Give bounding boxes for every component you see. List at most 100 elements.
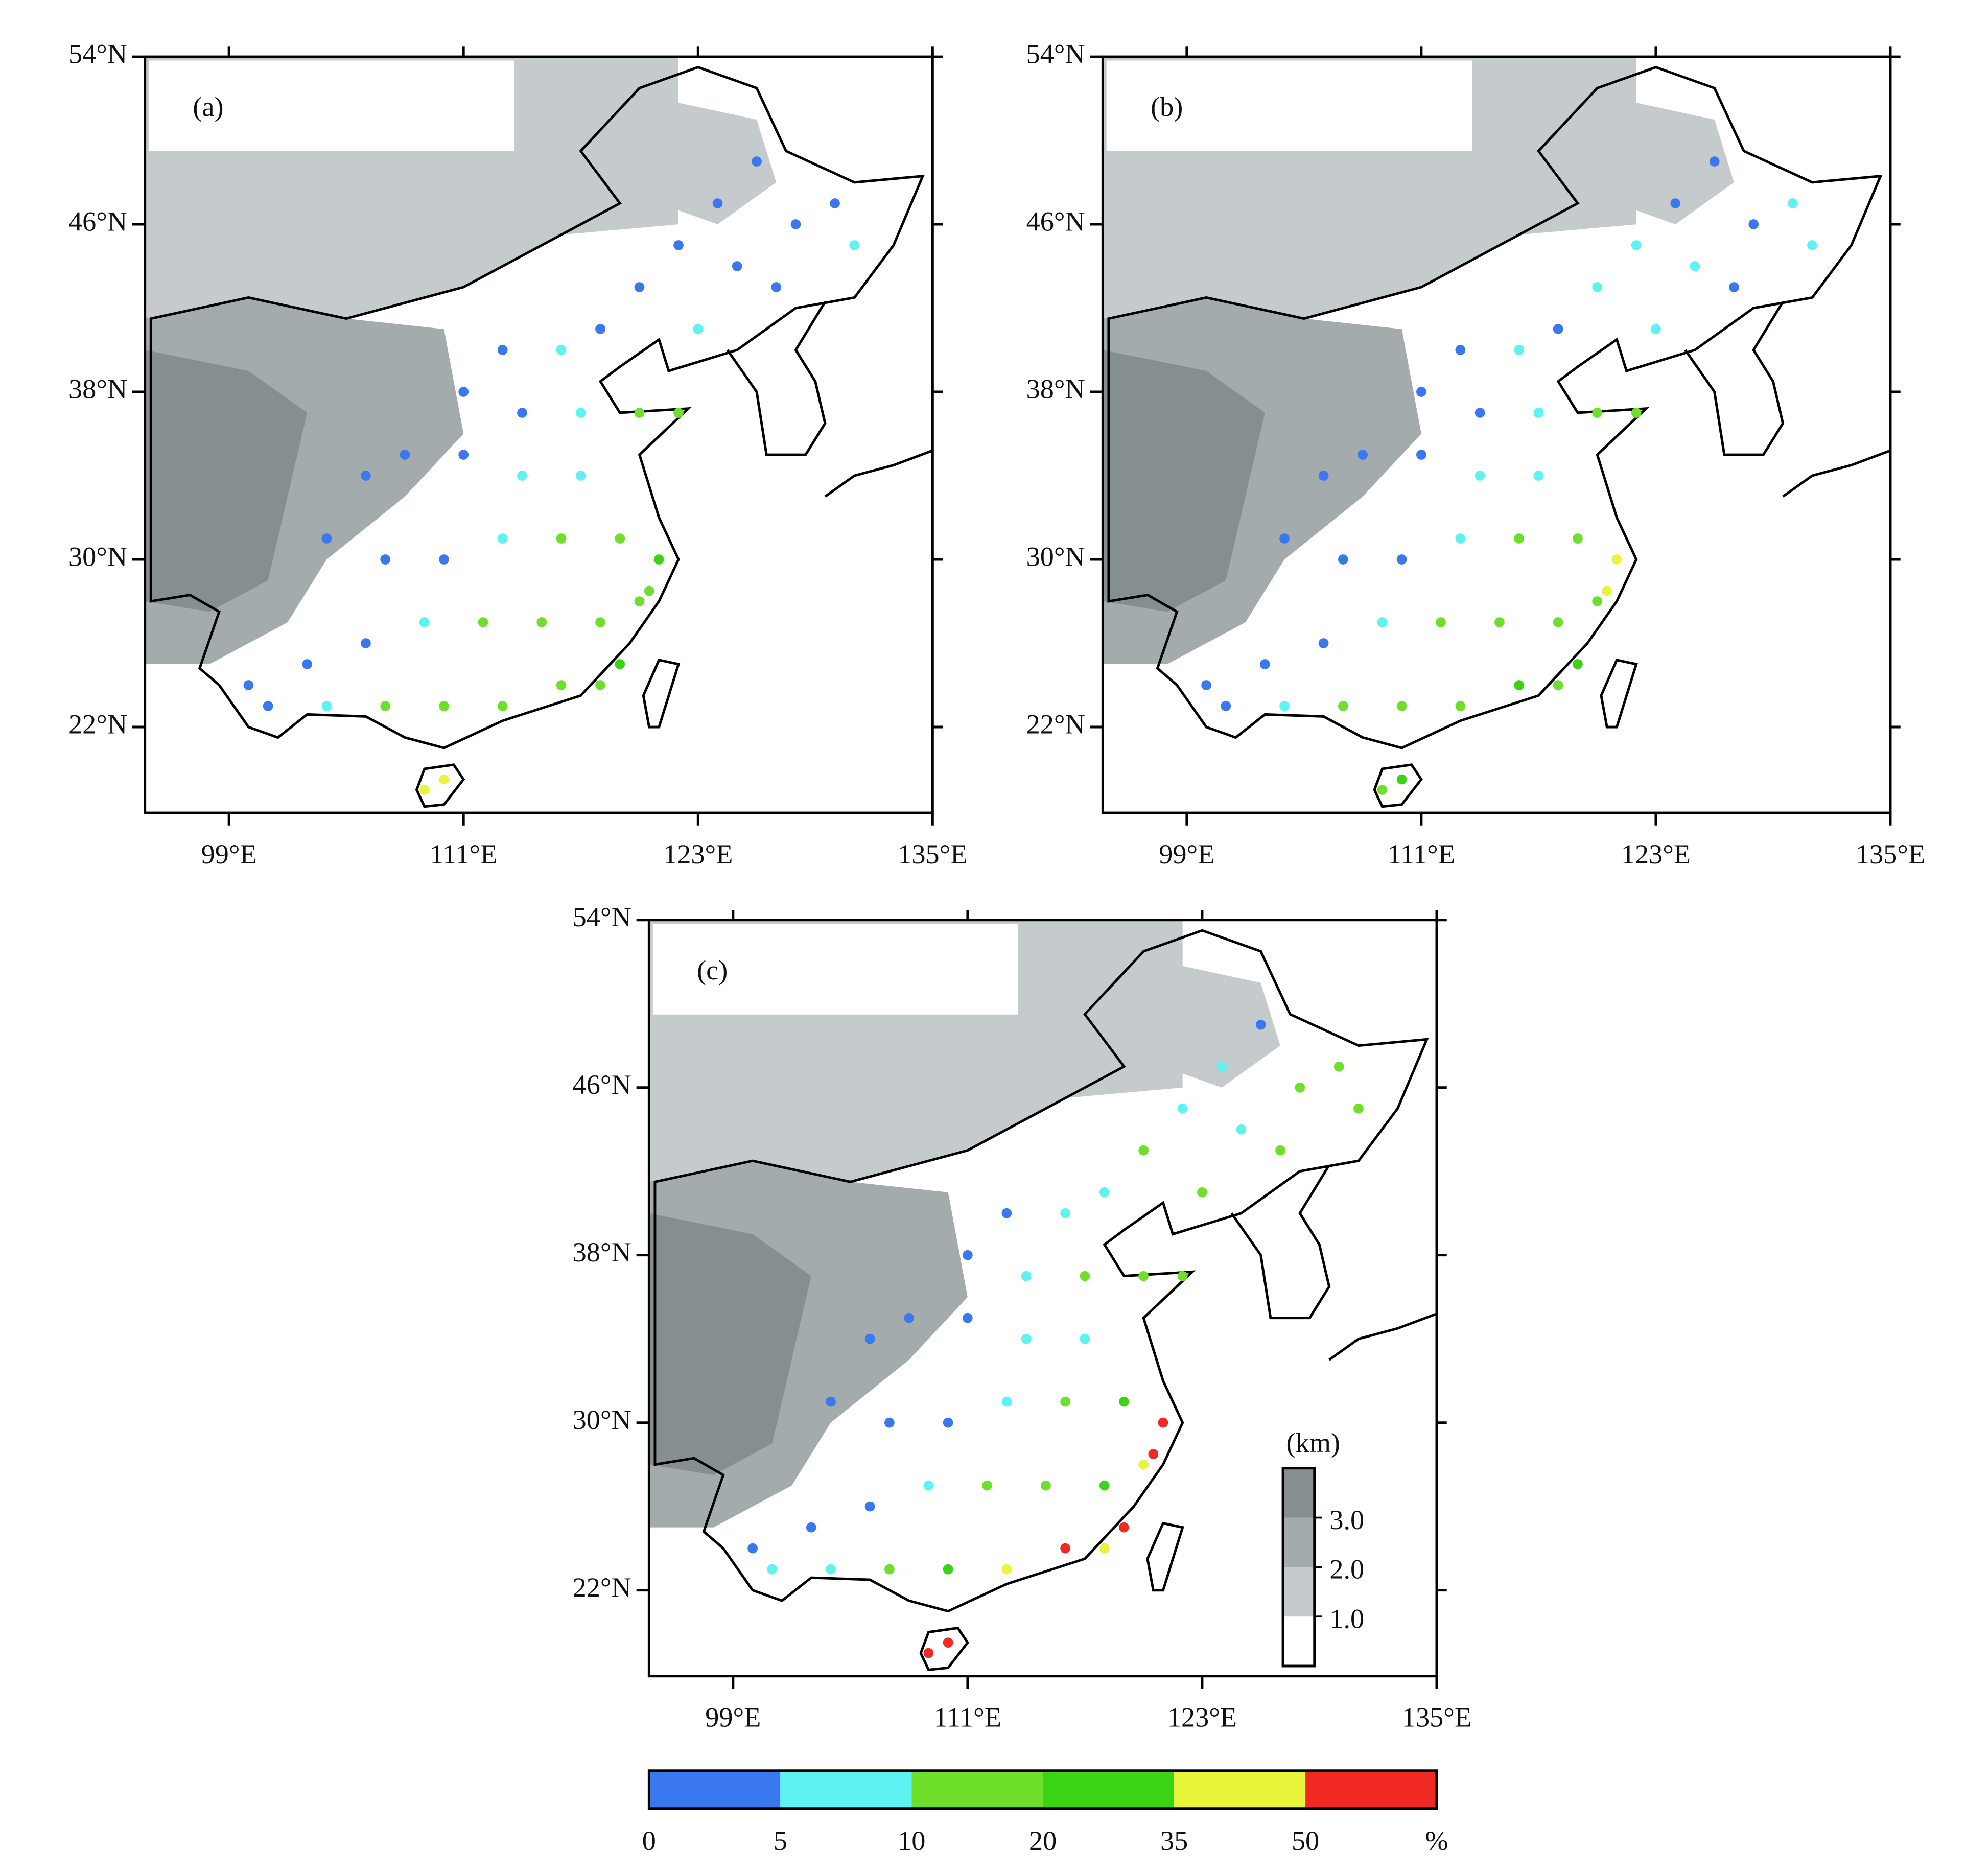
terrain-high (145, 350, 308, 612)
station (1221, 701, 1231, 711)
station (1060, 1543, 1071, 1554)
coastline (642, 659, 681, 729)
station (1119, 1396, 1129, 1407)
x-tick-label: 135°E (1402, 1702, 1471, 1733)
station (767, 1564, 778, 1575)
y-tick-label: 22°N (573, 1572, 631, 1603)
station (693, 324, 704, 334)
station (1573, 533, 1583, 544)
station (1533, 408, 1544, 418)
station (982, 1480, 993, 1491)
station (1177, 1271, 1188, 1281)
station (1553, 680, 1563, 690)
coastline (1146, 1521, 1184, 1592)
station (321, 533, 332, 544)
station (497, 345, 508, 355)
map-layer (145, 57, 933, 813)
station (1436, 617, 1446, 627)
station (1318, 471, 1329, 481)
station (644, 585, 654, 596)
colorbar-label: 0 (642, 1825, 656, 1856)
station (1099, 1187, 1110, 1198)
y-tick-label: 38°N (68, 373, 127, 404)
station (419, 617, 430, 627)
station (1709, 156, 1720, 167)
colorbar-segment (1043, 1770, 1175, 1809)
coastline (1782, 449, 1890, 498)
station (1631, 240, 1642, 250)
coastline (1684, 301, 1785, 456)
coastline (653, 929, 1429, 1613)
station (1514, 680, 1525, 690)
station (1377, 785, 1388, 795)
station (1318, 638, 1329, 648)
station (1236, 1124, 1247, 1135)
station (1138, 1271, 1149, 1281)
y-tick-label: 38°N (1026, 373, 1085, 404)
station (1553, 617, 1563, 627)
station (1396, 774, 1407, 785)
station (904, 1312, 914, 1323)
colorbar-label: 50 (1292, 1825, 1319, 1856)
coastline (919, 1626, 969, 1672)
station (884, 1564, 895, 1575)
station (1631, 408, 1642, 418)
x-tick-label: 135°E (898, 839, 967, 870)
map-frame (1101, 55, 1892, 814)
y-tick-label: 54°N (573, 902, 631, 932)
y-tick-label: 30°N (68, 541, 127, 572)
station (302, 659, 313, 669)
station (1060, 1208, 1071, 1218)
colorbar-label: 35 (1160, 1825, 1188, 1856)
station (1748, 219, 1759, 229)
elevation-swatch (1283, 1517, 1315, 1567)
station (1255, 1019, 1266, 1030)
station (1455, 345, 1466, 355)
station (1533, 471, 1544, 481)
x-tick-label: 99°E (201, 839, 257, 870)
station (1670, 198, 1681, 208)
y-tick-label: 54°N (1026, 39, 1085, 69)
station (826, 1396, 836, 1407)
elevation-tick-label: 1.0 (1329, 1603, 1364, 1634)
station (497, 533, 508, 544)
station (943, 1417, 953, 1428)
station (1377, 617, 1388, 627)
station (830, 198, 840, 208)
station (1177, 1103, 1188, 1114)
station (1358, 450, 1368, 460)
station (923, 1648, 934, 1658)
station (923, 1480, 934, 1491)
station (1611, 554, 1622, 565)
x-tick-label: 135°E (1856, 839, 1925, 870)
x-tick-label: 111°E (430, 839, 497, 870)
station (864, 1501, 875, 1512)
elevation-title: (km) (1286, 1427, 1340, 1458)
elevation-swatch (1283, 1567, 1315, 1617)
elevation-swatch (1283, 1616, 1315, 1666)
station (536, 617, 547, 627)
station (575, 471, 586, 481)
x-tick-label: 111°E (934, 1702, 1001, 1733)
y-tick-label: 46°N (68, 206, 127, 237)
station (747, 1543, 758, 1554)
station (1514, 533, 1525, 544)
station (1148, 1449, 1159, 1460)
station (634, 596, 645, 606)
station (771, 282, 782, 292)
terrain-high (649, 1213, 811, 1475)
station (943, 1564, 953, 1575)
y-tick-label: 30°N (1026, 541, 1085, 572)
station (712, 198, 723, 208)
terrain-high (1103, 350, 1265, 612)
station (1001, 1396, 1012, 1407)
station (1651, 324, 1661, 334)
station (1690, 261, 1700, 271)
map-frame (144, 55, 934, 814)
colorbar-segment (780, 1770, 912, 1809)
y-tick-label: 54°N (68, 39, 127, 69)
colorbar-label: 5 (774, 1825, 787, 1856)
station (556, 345, 567, 355)
